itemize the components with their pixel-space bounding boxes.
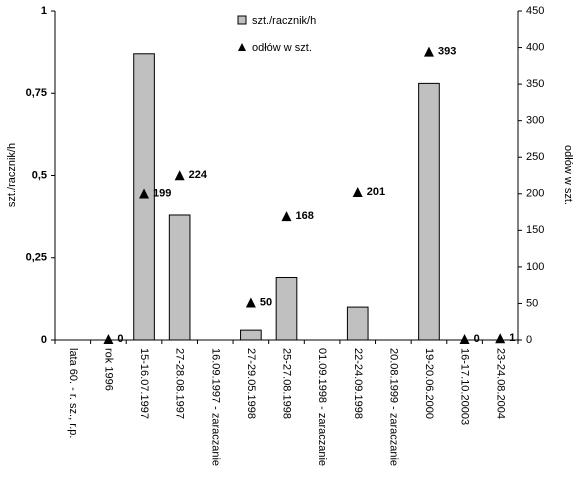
y2-tick-label: 50 [526, 297, 538, 309]
bar [346, 306, 369, 341]
x-tick-label: 01.09.1998 - zaraczanie [316, 348, 328, 466]
data-label: 1 [509, 332, 515, 344]
data-label: 168 [296, 210, 314, 222]
data-label: 50 [260, 296, 272, 308]
data-label: 201 [367, 186, 385, 198]
y2-axis-title: odłów w szt. [562, 145, 574, 205]
y-axis-title: szt./racznik/h [6, 143, 18, 207]
data-label: 0 [474, 333, 480, 345]
marker [103, 334, 114, 344]
marker [139, 188, 150, 199]
y2-tick-label: 450 [526, 5, 544, 17]
x-tick-label: rok 1996 [103, 348, 115, 391]
y2-tick-label: 200 [526, 188, 544, 200]
x-tick-label: 25-27.08.1998 [281, 348, 293, 419]
y2-tick-label: 300 [526, 115, 544, 127]
y2-tick-label: 100 [526, 261, 544, 273]
legend-label: odłów w szt. [252, 42, 312, 54]
y-tick-label: 0 [41, 334, 47, 346]
bar [418, 82, 440, 341]
x-tick-label: 16.09.1997 - zaraczanie [209, 348, 221, 466]
y2-tick-label: 350 [526, 78, 544, 90]
x-tick-label: 20.08.1999 - zaraczanie [387, 348, 399, 466]
y2-tick-label: 0 [526, 334, 532, 346]
y-tick-label: 1 [41, 5, 47, 17]
x-tick-label: 27-29.05.1998 [245, 348, 257, 419]
y-tick-label: 0,75 [26, 87, 47, 99]
data-label: 224 [189, 169, 208, 181]
marker [281, 211, 292, 222]
marker [352, 187, 363, 198]
data-label: 199 [153, 187, 171, 199]
x-tick-label: lata 60. - r. sz., r.p. [67, 348, 79, 438]
y-tick-label: 0,5 [32, 169, 47, 181]
x-tick-label: 22-24.09.1998 [352, 348, 364, 419]
bar [275, 276, 298, 341]
marker [459, 334, 470, 344]
y2-tick-label: 250 [526, 151, 544, 163]
marker [174, 170, 185, 181]
x-tick-label: 27-28.08.1997 [174, 348, 186, 419]
x-tick-label: 23-24.08.2004 [494, 348, 506, 419]
legend-label: szt./racznik/h [252, 15, 316, 27]
x-tick-label: 15-16.07.1997 [138, 348, 150, 419]
bar [168, 214, 191, 341]
marker [245, 297, 256, 308]
bar [240, 329, 262, 341]
y2-tick-label: 400 [526, 41, 544, 53]
legend-swatch [238, 43, 246, 51]
y2-tick-label: 150 [526, 224, 544, 236]
data-label: 0 [117, 333, 123, 345]
x-tick-label: 16-17.10.20003 [459, 348, 471, 425]
marker [423, 46, 434, 57]
x-tick-label: 19-20.06.2000 [423, 348, 435, 419]
data-label: 393 [438, 46, 456, 58]
legend-swatch [237, 15, 247, 25]
marker [495, 333, 506, 344]
y-tick-label: 0,25 [26, 252, 47, 264]
